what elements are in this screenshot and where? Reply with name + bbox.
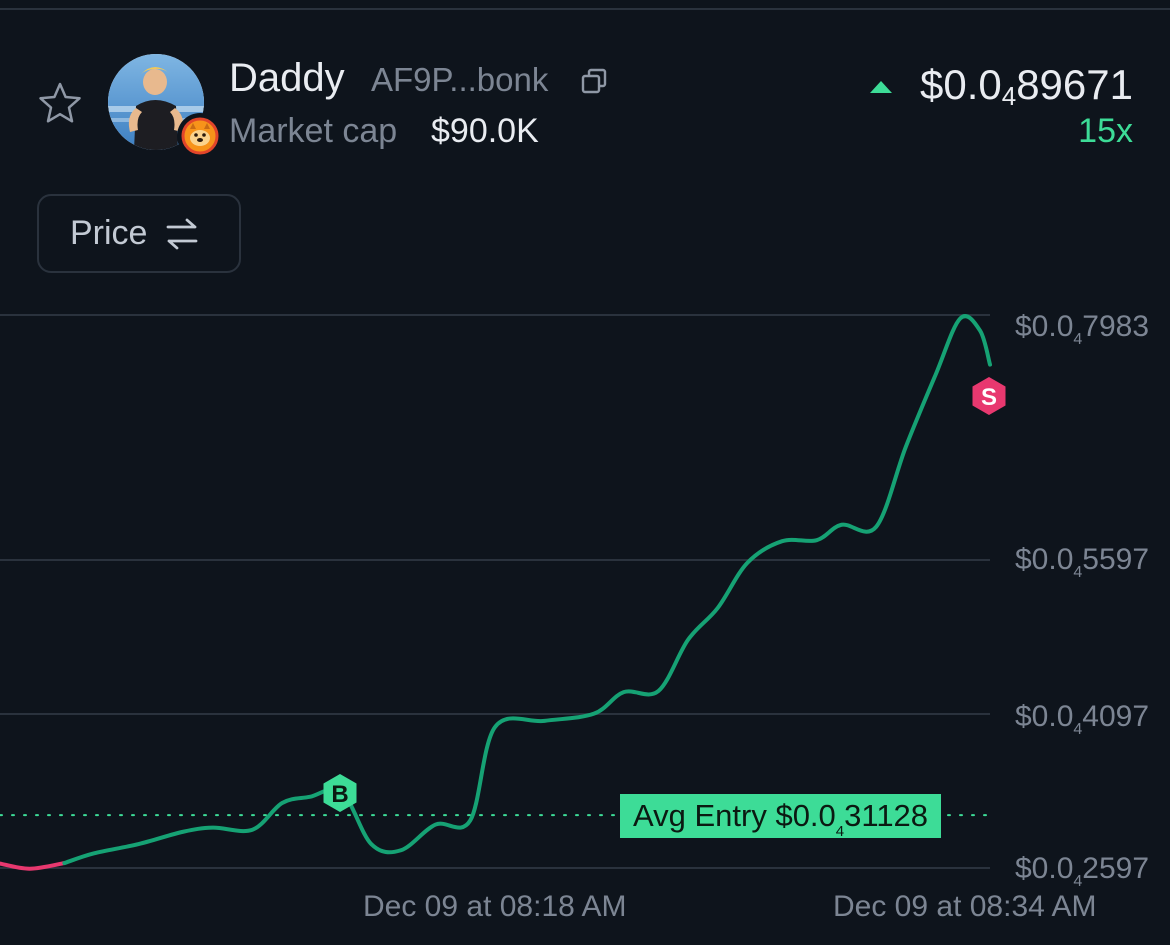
y-tick-label: $0.047983 <box>1015 310 1149 349</box>
price-digits: 89671 <box>1016 61 1133 108</box>
price-chart[interactable]: BS <box>0 280 1170 945</box>
avg-entry-zeros: 4 <box>835 823 845 840</box>
star-icon[interactable] <box>37 80 83 126</box>
y-tick-label: $0.044097 <box>1015 700 1149 739</box>
x-tick-label: Dec 09 at 08:34 AM <box>833 890 1097 923</box>
sell-marker-label: S <box>981 384 997 411</box>
avg-entry-digits: 31128 <box>844 798 929 833</box>
sell-marker-hex <box>972 377 1006 415</box>
bonk-dog-icon <box>181 117 219 155</box>
price-zero-count: 4 <box>1001 81 1017 111</box>
y-tick-digits: 5597 <box>1082 543 1150 576</box>
y-tick-prefix: $0.0 <box>1015 310 1074 343</box>
buy-marker-hex <box>323 774 357 812</box>
platform-badge <box>177 113 223 159</box>
current-price: $0.0489671 <box>920 61 1133 112</box>
price-toggle-button[interactable]: Price <box>37 194 241 273</box>
y-tick-zeros: 4 <box>1073 873 1083 890</box>
y-tick-prefix: $0.0 <box>1015 543 1074 576</box>
y-tick-label: $0.042597 <box>1015 852 1149 891</box>
buy-marker-label: B <box>331 781 348 808</box>
buy-marker[interactable]: B <box>323 774 357 812</box>
market-cap-value: $90.0K <box>431 112 539 150</box>
avatar <box>108 54 204 150</box>
avatar-image <box>108 54 204 150</box>
top-divider <box>0 8 1170 10</box>
y-tick-prefix: $0.0 <box>1015 852 1074 885</box>
swap-arrows-icon <box>167 218 198 249</box>
y-tick-label: $0.045597 <box>1015 543 1149 582</box>
y-tick-zeros: 4 <box>1073 331 1083 348</box>
price-line <box>62 314 992 866</box>
caret-up-icon <box>870 81 892 93</box>
y-tick-prefix: $0.0 <box>1015 700 1074 733</box>
y-tick-zeros: 4 <box>1073 721 1083 738</box>
token-name: Daddy <box>229 56 345 100</box>
sell-marker[interactable]: S <box>972 377 1006 415</box>
price-toggle-label: Price <box>70 214 148 252</box>
avg-entry-prefix: $0.0 <box>775 798 836 833</box>
avg-entry-text: Avg Entry <box>633 798 767 833</box>
y-tick-digits: 2597 <box>1082 852 1150 885</box>
price-prefix: $0.0 <box>919 61 1002 108</box>
y-tick-zeros: 4 <box>1073 564 1083 581</box>
token-address: AF9P...bonk <box>371 61 549 98</box>
market-cap-label: Market cap <box>229 112 398 150</box>
y-tick-digits: 7983 <box>1082 310 1150 343</box>
price-line-pre <box>0 861 67 871</box>
avg-entry-label: Avg Entry $0.0431128 <box>620 794 942 840</box>
copy-icon[interactable] <box>580 67 608 95</box>
x-tick-label: Dec 09 at 08:18 AM <box>363 890 627 923</box>
token-avatar-wrapper[interactable] <box>108 54 223 159</box>
y-tick-digits: 4097 <box>1082 700 1150 733</box>
multiplier-badge: 15x <box>1078 112 1133 150</box>
